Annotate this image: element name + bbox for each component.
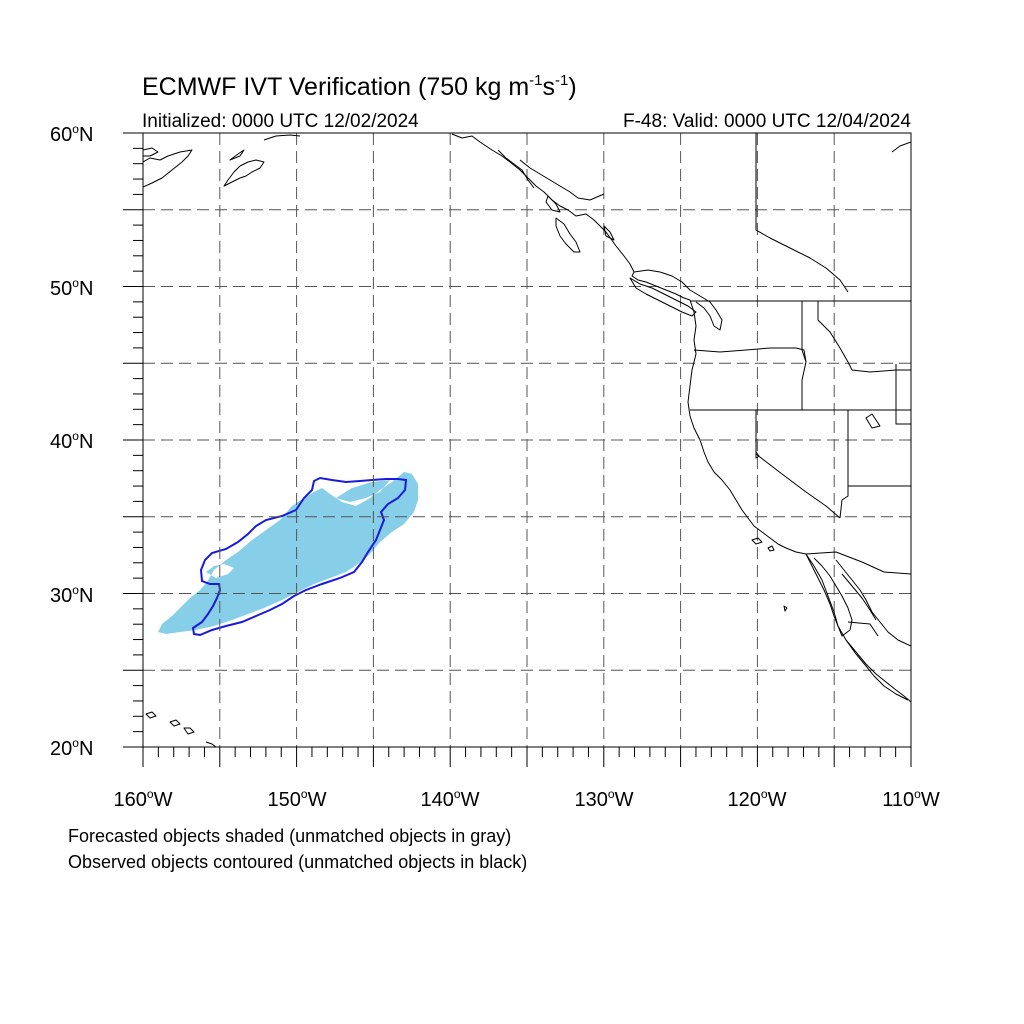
observed-object-contour	[191, 476, 408, 637]
lon-label-120W: 120oW	[727, 787, 787, 811]
lat-label-60N: 60oN	[50, 122, 94, 146]
lon-label-140W: 140oW	[420, 787, 480, 811]
initialized-time: Initialized: 0000 UTC 12/02/2024	[142, 111, 419, 132]
note-forecast: Forecasted objects shaded (unmatched obj…	[68, 826, 512, 846]
note-observed: Observed objects contoured (unmatched ob…	[68, 852, 528, 872]
lat-label-30N: 30oN	[50, 583, 94, 607]
lat-lon-grid	[143, 133, 911, 747]
coastlines-and-borders	[143, 133, 911, 747]
lon-label-160W: 160oW	[113, 787, 173, 811]
forecast-object-shaded	[158, 472, 418, 634]
lon-label-130W: 130oW	[574, 787, 634, 811]
lat-label-20N: 20oN	[50, 736, 94, 760]
lat-label-40N: 40oN	[50, 429, 94, 453]
valid-time: F-48: Valid: 0000 UTC 12/04/2024	[623, 111, 911, 132]
axis-ticks	[123, 132, 912, 767]
lon-label-150W: 150oW	[267, 787, 327, 811]
lat-label-50N: 50oN	[50, 276, 94, 300]
chart-title: ECMWF IVT Verification (750 kg m-1s-1)	[142, 72, 577, 101]
lon-label-110W: 110oW	[882, 787, 940, 811]
